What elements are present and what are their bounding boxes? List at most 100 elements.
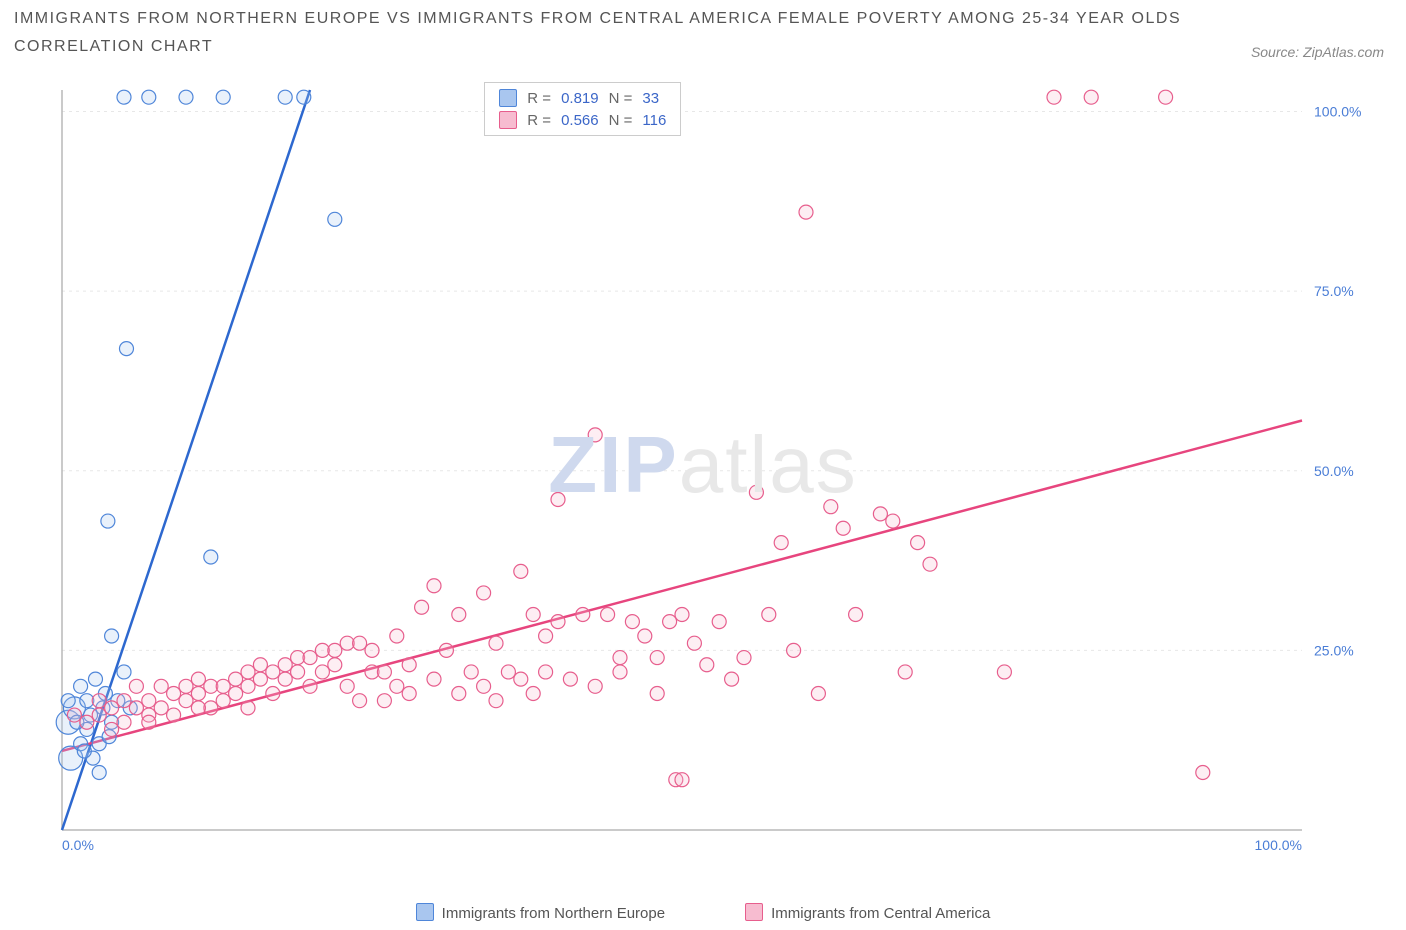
- data-point: [1047, 90, 1061, 104]
- data-point: [613, 665, 627, 679]
- data-point: [799, 205, 813, 219]
- stats-swatch: [499, 89, 517, 107]
- stats-legend: R = 0.819 N = 33 R = 0.566 N = 116: [484, 82, 681, 136]
- data-point: [563, 672, 577, 686]
- data-point: [539, 665, 553, 679]
- data-point: [105, 629, 119, 643]
- data-point: [353, 636, 367, 650]
- data-point: [365, 643, 379, 657]
- y-tick-label: 75.0%: [1314, 283, 1354, 299]
- stats-row: R = 0.566 N = 116: [499, 111, 666, 129]
- data-point: [167, 708, 181, 722]
- data-point: [266, 665, 280, 679]
- scatter-plot: 25.0%50.0%75.0%100.0%0.0%100.0%: [52, 80, 1362, 860]
- data-point: [390, 679, 404, 693]
- n-label: N =: [609, 112, 633, 129]
- x-tick-label: 0.0%: [62, 837, 94, 853]
- data-point: [191, 672, 205, 686]
- n-label: N =: [609, 90, 633, 107]
- data-point: [849, 607, 863, 621]
- data-point: [191, 686, 205, 700]
- data-point: [216, 90, 230, 104]
- data-point: [216, 694, 230, 708]
- data-point: [551, 615, 565, 629]
- data-point: [489, 636, 503, 650]
- data-point: [77, 744, 91, 758]
- data-point: [1084, 90, 1098, 104]
- data-point: [1196, 766, 1210, 780]
- data-point: [241, 665, 255, 679]
- data-point: [650, 686, 664, 700]
- data-point: [229, 686, 243, 700]
- data-point: [92, 766, 106, 780]
- data-point: [92, 694, 106, 708]
- chart-title-line2: CORRELATION CHART: [14, 38, 1386, 56]
- data-point: [142, 694, 156, 708]
- data-point: [427, 672, 441, 686]
- data-point: [61, 694, 75, 708]
- data-point: [402, 658, 416, 672]
- data-point: [191, 701, 205, 715]
- data-point: [613, 651, 627, 665]
- data-point: [588, 679, 602, 693]
- data-point: [129, 679, 143, 693]
- data-point: [241, 701, 255, 715]
- data-point: [725, 672, 739, 686]
- data-point: [278, 90, 292, 104]
- legend-swatch: [416, 903, 434, 921]
- data-point: [824, 500, 838, 514]
- data-point: [811, 686, 825, 700]
- data-point: [142, 90, 156, 104]
- data-point: [216, 679, 230, 693]
- data-point: [898, 665, 912, 679]
- data-point: [154, 679, 168, 693]
- data-point: [105, 701, 119, 715]
- data-point: [142, 715, 156, 729]
- data-point: [167, 686, 181, 700]
- data-point: [402, 686, 416, 700]
- data-point: [427, 579, 441, 593]
- data-point: [303, 679, 317, 693]
- data-point: [117, 90, 131, 104]
- data-point: [179, 90, 193, 104]
- data-point: [514, 564, 528, 578]
- data-point: [576, 607, 590, 621]
- data-point: [253, 672, 267, 686]
- x-tick-label: 100.0%: [1255, 837, 1302, 853]
- data-point: [241, 679, 255, 693]
- data-point: [625, 615, 639, 629]
- chart-title-block: IMMIGRANTS FROM NORTHERN EUROPE VS IMMIG…: [14, 10, 1386, 56]
- data-point: [749, 485, 763, 499]
- data-point: [501, 665, 515, 679]
- data-point: [229, 672, 243, 686]
- data-point: [737, 651, 751, 665]
- data-point: [452, 607, 466, 621]
- data-point: [787, 643, 801, 657]
- data-point: [477, 679, 491, 693]
- stats-swatch: [499, 111, 517, 129]
- data-point: [117, 694, 131, 708]
- legend-label: Immigrants from Northern Europe: [442, 905, 665, 922]
- data-point: [278, 672, 292, 686]
- data-point: [266, 686, 280, 700]
- data-point: [204, 550, 218, 564]
- data-point: [526, 686, 540, 700]
- data-point: [179, 679, 193, 693]
- r-value: 0.566: [561, 112, 599, 129]
- data-point: [526, 607, 540, 621]
- data-point: [1159, 90, 1173, 104]
- data-point: [303, 651, 317, 665]
- data-point: [477, 586, 491, 600]
- data-point: [650, 651, 664, 665]
- legend-label: Immigrants from Central America: [771, 905, 990, 922]
- y-tick-label: 100.0%: [1314, 104, 1361, 120]
- n-value: 116: [642, 112, 666, 129]
- data-point: [80, 715, 94, 729]
- data-point: [712, 615, 726, 629]
- data-point: [452, 686, 466, 700]
- stats-row: R = 0.819 N = 33: [499, 89, 666, 107]
- data-point: [700, 658, 714, 672]
- data-point: [74, 679, 88, 693]
- legend-swatch: [745, 903, 763, 921]
- data-point: [539, 629, 553, 643]
